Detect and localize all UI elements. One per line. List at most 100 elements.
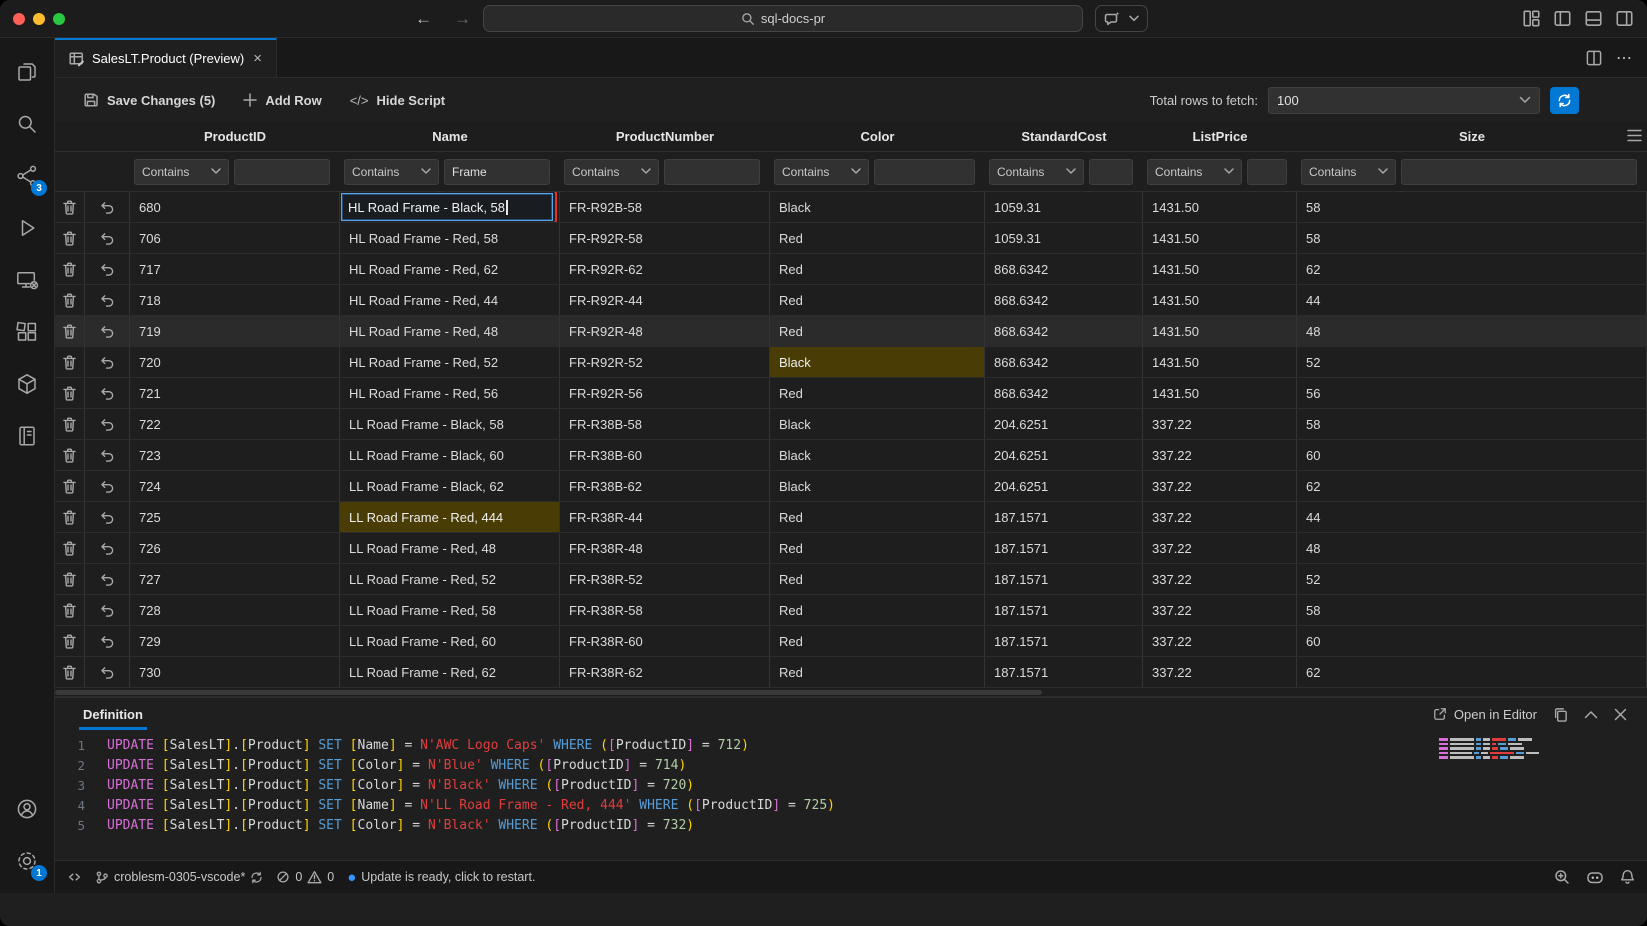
cell-color[interactable]: Red [770,564,985,594]
cell-name[interactable]: LL Road Frame - Black, 58 [340,409,560,439]
save-changes-button[interactable]: Save Changes (5) [83,92,215,108]
delete-row-button[interactable] [55,440,85,470]
cell-productnumber[interactable]: FR-R92R-58 [560,223,770,253]
cell-productnumber[interactable]: FR-R38R-58 [560,595,770,625]
cell-name[interactable]: HL Road Frame - Red, 52 [340,347,560,377]
revert-row-button[interactable] [85,347,130,377]
cell-color[interactable]: Red [770,626,985,656]
cell-size[interactable]: 44 [1297,285,1647,315]
cell-productnumber[interactable]: FR-R92R-52 [560,347,770,377]
cell-standardcost[interactable]: 187.1571 [985,595,1143,625]
cell-listprice[interactable]: 337.22 [1143,471,1297,501]
filter-operator-dropdown[interactable]: Contains [1301,158,1396,185]
copilot-status-icon[interactable] [1586,869,1604,885]
toggle-secondary-sidebar-icon[interactable] [1616,10,1633,27]
open-in-editor-button[interactable]: Open in Editor [1433,707,1537,722]
cell-name[interactable]: HL Road Frame - Red, 62 [340,254,560,284]
revert-row-button[interactable] [85,626,130,656]
cell-listprice[interactable]: 337.22 [1143,440,1297,470]
cell-listprice[interactable]: 337.22 [1143,626,1297,656]
sidebar-item-remote-explorer[interactable] [5,254,49,306]
cell-productid[interactable]: 724 [130,471,340,501]
revert-row-button[interactable] [85,471,130,501]
cell-name[interactable]: LL Road Frame - Black, 62 [340,471,560,501]
filter-operator-dropdown[interactable]: Contains [564,158,659,185]
cell-productid[interactable]: 723 [130,440,340,470]
update-ready-message[interactable]: ● Update is ready, click to restart. [347,869,535,886]
cell-productnumber[interactable]: FR-R38R-52 [560,564,770,594]
revert-row-button[interactable] [85,316,130,346]
cell-size[interactable]: 44 [1297,502,1647,532]
cell-productnumber[interactable]: FR-R38R-60 [560,626,770,656]
cell-size[interactable]: 56 [1297,378,1647,408]
cell-name[interactable]: HL Road Frame - Red, 44 [340,285,560,315]
cell-productnumber[interactable]: FR-R92B-58 [560,192,770,222]
delete-row-button[interactable] [55,657,85,687]
delete-row-button[interactable] [55,285,85,315]
cell-standardcost[interactable]: 204.6251 [985,471,1143,501]
delete-row-button[interactable] [55,223,85,253]
tab-close-icon[interactable]: × [253,50,262,67]
cell-productid[interactable]: 717 [130,254,340,284]
cell-standardcost[interactable]: 868.6342 [985,378,1143,408]
sidebar-item-run-debug[interactable] [5,202,49,254]
cell-color[interactable]: Red [770,316,985,346]
delete-row-button[interactable] [55,502,85,532]
cell-color[interactable]: Black [770,347,985,377]
cell-productid[interactable]: 725 [130,502,340,532]
cell-listprice[interactable]: 1431.50 [1143,378,1297,408]
delete-row-button[interactable] [55,533,85,563]
command-center-search[interactable]: sql-docs-pr [483,5,1083,32]
cell-listprice[interactable]: 1431.50 [1143,316,1297,346]
cell-productid[interactable]: 729 [130,626,340,656]
delete-row-button[interactable] [55,192,85,222]
delete-row-button[interactable] [55,626,85,656]
cell-listprice[interactable]: 1431.50 [1143,223,1297,253]
toggle-primary-sidebar-icon[interactable] [1554,10,1571,27]
cell-size[interactable]: 58 [1297,223,1647,253]
filter-input-listprice[interactable] [1247,158,1287,185]
cell-standardcost[interactable]: 868.6342 [985,347,1143,377]
cell-size[interactable]: 62 [1297,657,1647,687]
cell-name[interactable]: HL Road Frame - Red, 48 [340,316,560,346]
cell-productid[interactable]: 680 [130,192,340,222]
filter-operator-dropdown[interactable]: Contains [1147,158,1242,185]
cell-standardcost[interactable]: 868.6342 [985,316,1143,346]
filter-operator-dropdown[interactable]: Contains [134,158,229,185]
chevron-up-icon[interactable] [1584,710,1598,719]
revert-row-button[interactable] [85,378,130,408]
cell-productnumber[interactable]: FR-R38R-62 [560,657,770,687]
cell-productid[interactable]: 718 [130,285,340,315]
cell-color[interactable]: Black [770,409,985,439]
close-window-button[interactable] [13,12,25,25]
revert-row-button[interactable] [85,657,130,687]
cell-listprice[interactable]: 1431.50 [1143,347,1297,377]
cell-color[interactable]: Red [770,657,985,687]
cell-size[interactable]: 62 [1297,254,1647,284]
revert-row-button[interactable] [85,564,130,594]
minimize-window-button[interactable] [33,12,45,25]
filter-operator-dropdown[interactable]: Contains [774,158,869,185]
cell-listprice[interactable]: 337.22 [1143,409,1297,439]
account-button[interactable] [5,783,49,835]
cell-size[interactable]: 48 [1297,533,1647,563]
cell-size[interactable]: 52 [1297,347,1647,377]
cell-standardcost[interactable]: 204.6251 [985,440,1143,470]
sidebar-item-search[interactable] [5,98,49,150]
cell-name[interactable]: LL Road Frame - Red, 58 [340,595,560,625]
cell-size[interactable]: 52 [1297,564,1647,594]
cell-color[interactable]: Black [770,471,985,501]
cell-color[interactable]: Red [770,254,985,284]
cell-standardcost[interactable]: 187.1571 [985,626,1143,656]
delete-row-button[interactable] [55,254,85,284]
cell-color[interactable]: Red [770,285,985,315]
cell-productid[interactable]: 727 [130,564,340,594]
delete-row-button[interactable] [55,595,85,625]
hide-script-button[interactable]: </> Hide Script [350,93,445,108]
filter-operator-dropdown[interactable]: Contains [989,158,1084,185]
definition-tab[interactable]: Definition [79,707,147,730]
notifications-bell-icon[interactable] [1620,869,1635,885]
column-header-productnumber[interactable]: ProductNumber [615,129,715,144]
cell-productid[interactable]: 721 [130,378,340,408]
cell-listprice[interactable]: 337.22 [1143,564,1297,594]
